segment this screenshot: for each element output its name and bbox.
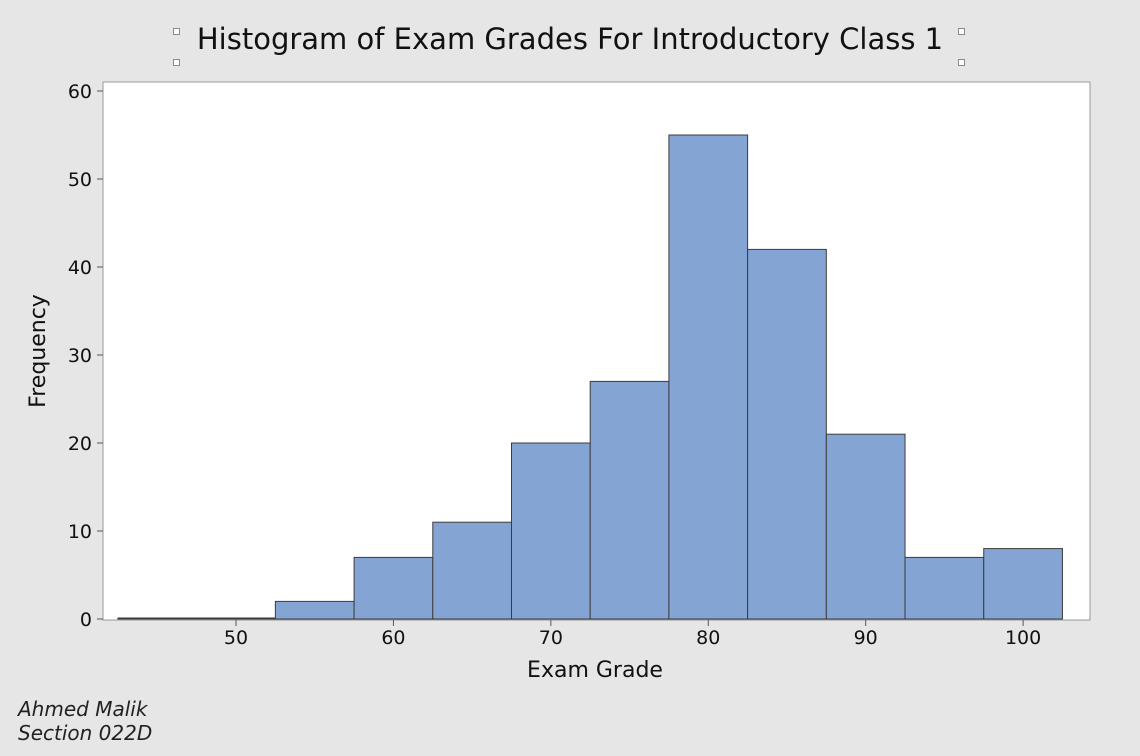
y-axis-label: Frequency <box>26 294 51 408</box>
histogram-chart: 0 10 20 30 40 50 60 50 60 70 80 90 100 Exam Grade F… <box>26 81 1091 683</box>
histogram-bar-9 <box>825 433 906 620</box>
author-name: Ahmed Malik <box>18 697 148 721</box>
y-axis: 0 10 20 30 40 50 60 <box>68 81 103 631</box>
x-tick-label-2: 70 <box>539 627 563 649</box>
histogram-bar-2 <box>274 600 355 620</box>
histogram-bar-4 <box>432 521 512 620</box>
histogram-bar-7 <box>668 134 749 620</box>
bars-layer <box>117 134 1063 620</box>
y-tick-label-4: 40 <box>68 257 92 279</box>
x-tick-label-0: 50 <box>224 627 248 649</box>
histogram-bar-10 <box>904 556 985 620</box>
histogram-bar-1 <box>196 617 276 620</box>
section-label: Section 022D <box>18 721 153 745</box>
x-axis: 50 60 70 80 90 100 <box>224 620 1041 649</box>
histogram-bar-5 <box>510 442 591 620</box>
y-tick-label-3: 30 <box>68 345 92 367</box>
title-handle-bottom-left[interactable] <box>173 59 180 66</box>
histogram-bar-0 <box>117 617 198 620</box>
y-tick-label-0: 0 <box>80 609 92 631</box>
x-tick-label-5: 100 <box>1005 627 1041 649</box>
title-handle-top-left[interactable] <box>173 28 180 35</box>
title-handle-top-right[interactable] <box>958 28 965 35</box>
x-axis-label: Exam Grade <box>527 658 663 683</box>
histogram-bar-8 <box>747 248 827 620</box>
chart-title: Histogram of Exam Grades For Introductor… <box>196 22 944 56</box>
x-tick-label-1: 60 <box>381 627 405 649</box>
histogram-bar-3 <box>353 556 434 620</box>
x-tick-label-4: 90 <box>854 627 878 649</box>
y-tick-label-1: 10 <box>68 521 92 543</box>
title-handle-bottom-right[interactable] <box>958 59 965 66</box>
y-tick-label-2: 20 <box>68 433 92 455</box>
y-tick-label-6: 60 <box>68 81 92 103</box>
histogram-bar-11 <box>983 548 1063 620</box>
author-annotation: Ahmed Malik Section 022D <box>18 697 152 745</box>
histogram-bar-6 <box>589 380 670 620</box>
x-tick-label-3: 80 <box>696 627 720 649</box>
y-tick-label-5: 50 <box>68 169 92 191</box>
